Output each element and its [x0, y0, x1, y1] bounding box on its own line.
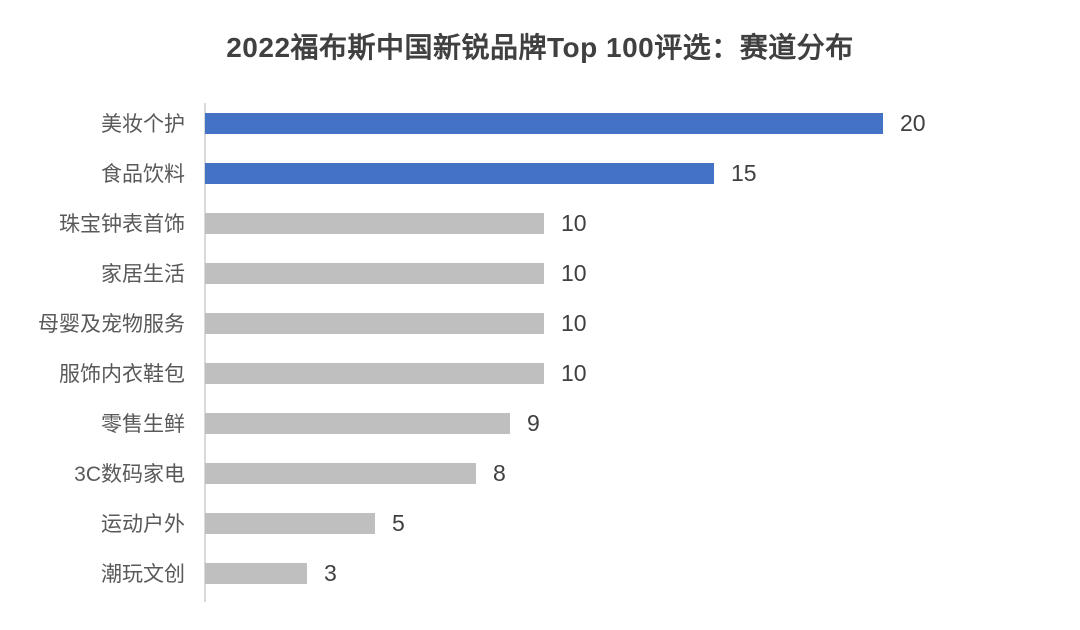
- bar: [205, 112, 883, 134]
- plot-area: 美妆个护 20 食品饮料 15 珠宝钟表首饰 10 家居生活 10 母婴及宠物服…: [0, 98, 1080, 598]
- bar: [205, 462, 476, 484]
- bar-row: 服饰内衣鞋包 10: [0, 348, 1080, 398]
- bar: [205, 312, 544, 334]
- chart-title: 2022福布斯中国新锐品牌Top 100评选：赛道分布: [226, 32, 854, 63]
- value-label: 15: [731, 159, 757, 186]
- bar: [205, 162, 714, 184]
- value-label: 20: [900, 109, 926, 136]
- value-label: 10: [561, 359, 587, 386]
- category-label: 食品饮料: [101, 163, 185, 186]
- category-label: 服饰内衣鞋包: [59, 363, 185, 386]
- category-label: 母婴及宠物服务: [38, 313, 185, 336]
- bar-row: 珠宝钟表首饰 10: [0, 198, 1080, 248]
- category-label: 珠宝钟表首饰: [59, 213, 185, 236]
- bar: [205, 412, 510, 434]
- category-label: 3C数码家电: [74, 463, 185, 486]
- category-label: 家居生活: [101, 263, 185, 286]
- bar: [205, 362, 544, 384]
- bar: [205, 562, 307, 584]
- bar-row: 3C数码家电 8: [0, 448, 1080, 498]
- bar-row: 食品饮料 15: [0, 148, 1080, 198]
- bar-row: 家居生活 10: [0, 248, 1080, 298]
- value-label: 10: [561, 259, 587, 286]
- category-label: 潮玩文创: [101, 563, 185, 586]
- category-label: 美妆个护: [101, 113, 185, 136]
- category-label: 零售生鲜: [101, 413, 185, 436]
- value-label: 9: [527, 409, 540, 436]
- bar-row: 母婴及宠物服务 10: [0, 298, 1080, 348]
- value-label: 3: [324, 559, 337, 586]
- bar-row: 美妆个护 20: [0, 98, 1080, 148]
- bar: [205, 262, 544, 284]
- y-axis-line: [204, 103, 206, 602]
- bar-row: 零售生鲜 9: [0, 398, 1080, 448]
- value-label: 10: [561, 209, 587, 236]
- category-label: 运动户外: [101, 513, 185, 536]
- bar: [205, 512, 375, 534]
- bar-row: 运动户外 5: [0, 498, 1080, 548]
- bar: [205, 212, 544, 234]
- value-label: 8: [493, 459, 506, 486]
- value-label: 10: [561, 309, 587, 336]
- value-label: 5: [392, 509, 405, 536]
- bar-row: 潮玩文创 3: [0, 548, 1080, 598]
